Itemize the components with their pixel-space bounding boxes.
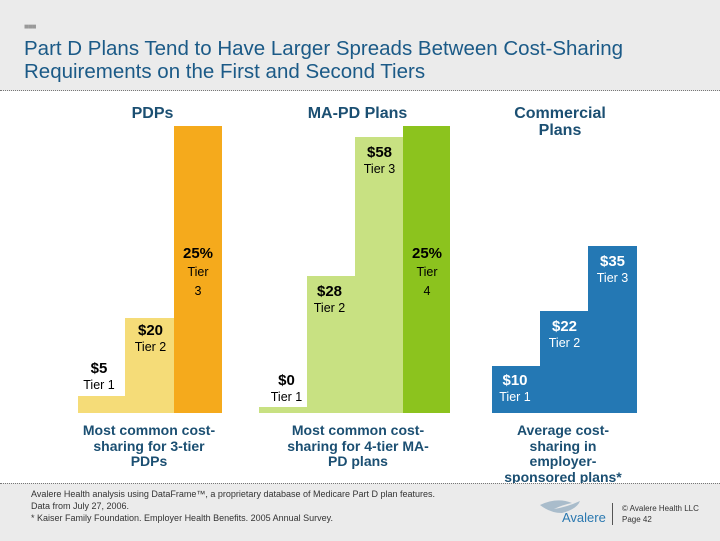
commercial-tier1-label: Tier 1 xyxy=(499,390,531,404)
mapd-tier1-value: $0 xyxy=(278,372,295,389)
copyright: © Avalere Health LLC Page 42 xyxy=(622,503,699,525)
mapd-caption: Most common cost-sharing for 4-tier MA-P… xyxy=(287,422,429,469)
commercial-tier3-value: $35 xyxy=(599,253,626,270)
pdp-tier2-label: Tier 2 xyxy=(134,340,167,354)
mapd-tier1-bar xyxy=(259,407,307,413)
page-title: Part D Plans Tend to Have Larger Spreads… xyxy=(24,37,624,83)
pdp-tier3-label: Tier xyxy=(187,265,209,279)
source-notes: Avalere Health analysis using DataFrame™… xyxy=(31,488,435,524)
commercial-tier2-label: Tier 2 xyxy=(548,336,581,350)
mapd-tier2-label: Tier 2 xyxy=(313,301,346,315)
dots-icon: ■■■ xyxy=(24,22,36,31)
source-line-1: Avalere Health analysis using DataFrame™… xyxy=(31,489,436,499)
mapd-tier1-label: Tier 1 xyxy=(270,390,303,404)
commercial-tier1-value: $10 xyxy=(502,372,528,389)
mapd-tier4-value: 25% xyxy=(411,245,443,262)
page-number: Page 42 xyxy=(622,515,652,524)
commercial-tier3-label: Tier 3 xyxy=(596,271,629,285)
commercial-tier2-bar xyxy=(540,311,588,413)
source-line-3: * Kaiser Family Foundation. Employer Hea… xyxy=(31,513,333,523)
commercial-tier3-bar xyxy=(588,246,637,413)
pdp-tier1-label: Tier 1 xyxy=(83,378,115,392)
copyright-text: © Avalere Health LLC xyxy=(622,504,699,513)
footer xyxy=(0,483,720,541)
header: ■■■ Part D Plans Tend to Have Larger Spr… xyxy=(0,0,720,91)
mapd-tier3-value: $58 xyxy=(366,144,393,161)
source-line-2: Data from July 27, 2006. xyxy=(31,501,130,511)
footer-divider xyxy=(612,503,613,525)
commercial-caption: Average cost-sharing in employer-sponsor… xyxy=(504,422,622,485)
pdp-tier1-bar xyxy=(78,396,125,413)
pdp-heading: PDPs xyxy=(131,105,174,122)
commercial-heading: Commercial Plans xyxy=(514,105,606,139)
avalere-logo-text: Avalere xyxy=(562,510,606,525)
pdp-tier1-value: $5 xyxy=(90,360,108,377)
mapd-tier2-value: $28 xyxy=(316,283,343,300)
mapd-tier4-label: Tier xyxy=(416,265,438,279)
mapd-tier3-bar xyxy=(355,137,403,413)
pdp-tier3-number: 3 xyxy=(194,284,202,298)
pdp-caption: Most common cost-sharing for 3-tier PDPs xyxy=(82,422,216,469)
mapd-tier3-label: Tier 3 xyxy=(363,162,396,176)
avalere-bird-logo-icon xyxy=(540,500,580,513)
mapd-tier4-bar xyxy=(403,126,450,413)
mapd-heading: MA-PD Plans xyxy=(307,105,408,122)
pdp-tier3-bar xyxy=(174,126,222,413)
pdp-tier2-value: $20 xyxy=(137,322,164,339)
mapd-tier2-bar xyxy=(307,276,355,413)
mapd-tier4-number: 4 xyxy=(423,284,431,298)
commercial-tier1-bar xyxy=(492,366,540,413)
commercial-tier2-value: $22 xyxy=(551,318,578,335)
pdp-tier3-value: 25% xyxy=(182,245,214,262)
pdp-tier2-bar xyxy=(125,318,174,413)
